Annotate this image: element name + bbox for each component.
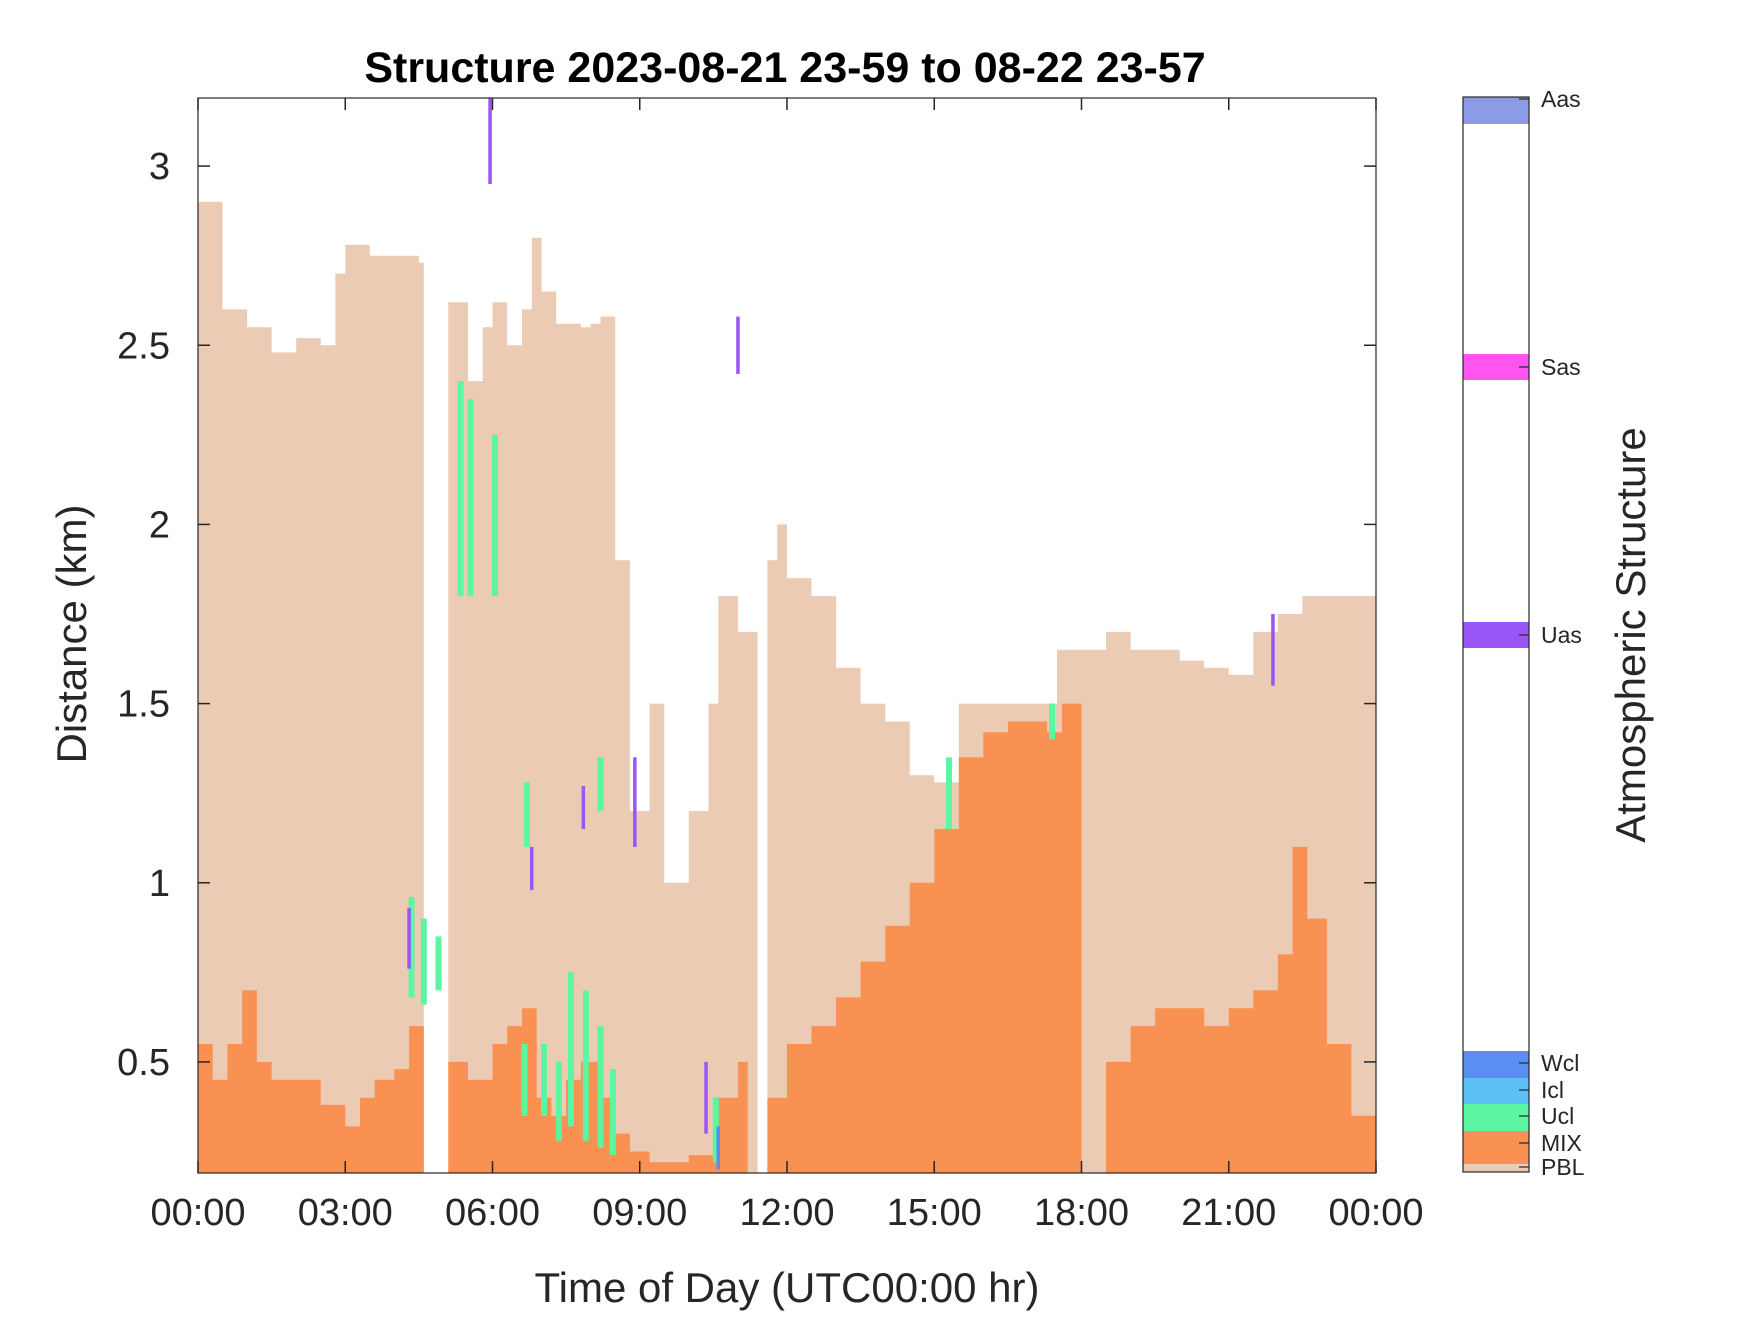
colorbar-title: Atmospheric Structure — [1607, 427, 1654, 843]
colorbar-swatch-uas — [1463, 622, 1529, 648]
colorbar-label-sas: Sas — [1541, 354, 1581, 380]
series-ucl-segment-16 — [946, 757, 952, 829]
series-mix-area — [198, 703, 1376, 1173]
y-tick-label-0: 0.5 — [117, 1042, 170, 1084]
series-uas-segment-3 — [581, 786, 586, 829]
series-ucl-segment-7 — [541, 1044, 547, 1116]
x-tick-label-2: 06:00 — [445, 1192, 540, 1234]
colorbar-label-pbl: PBL — [1541, 1154, 1585, 1180]
series-ucl-segment-15 — [712, 1097, 719, 1163]
series-uas-segment-0 — [488, 98, 492, 184]
series-ucl-segment-10 — [582, 990, 589, 1141]
x-tick-label-8: 00:00 — [1328, 1192, 1423, 1234]
series-ucl-segment-11 — [597, 1026, 604, 1148]
series-ucl-segment-12 — [609, 1069, 616, 1156]
x-tick-label-5: 15:00 — [887, 1192, 982, 1234]
series-uas-segment-5 — [704, 1061, 708, 1134]
y-tick-label-1: 1 — [149, 863, 170, 905]
x-tick-label-0: 00:00 — [150, 1192, 245, 1234]
plot-area — [198, 98, 1376, 1173]
series-uas-segment-2 — [530, 846, 534, 890]
y-tick-label-5: 3 — [149, 146, 170, 188]
chart-title: Structure 2023-08-21 23-59 to 08-22 23-5… — [364, 44, 1205, 92]
colorbar-frame — [1462, 96, 1530, 1173]
colorbar-swatch-mix — [1463, 1131, 1529, 1164]
axes: 00:00 03:00 06:00 09:00 12:00 15:00 18:00 21:00… — [117, 97, 1424, 1234]
series-ucl-segment-6 — [521, 1044, 528, 1116]
colorbar-swatch-wcl — [1463, 1051, 1529, 1078]
series-uas-segment-4 — [633, 757, 637, 847]
colorbar-label-aas: Aas — [1541, 86, 1581, 112]
series-wcl-segment-0 — [716, 1126, 720, 1170]
x-tick-label-7: 21:00 — [1181, 1192, 1276, 1234]
colorbar-label-ucl: Ucl — [1541, 1103, 1574, 1129]
series-ucl-segment-1 — [467, 399, 474, 597]
x-tick-label-4: 12:00 — [739, 1192, 834, 1234]
colorbar-swatch-ucl — [1463, 1104, 1529, 1131]
series-ucl-segment-2 — [492, 434, 498, 596]
series-ucl-segment-3 — [408, 897, 415, 998]
series-ucl-segment-0 — [457, 381, 464, 597]
series-layer — [198, 98, 1376, 1173]
x-tick-label-6: 18:00 — [1034, 1192, 1129, 1234]
series-uas-segment-1 — [407, 907, 411, 969]
y-tick-label-4: 2.5 — [117, 325, 170, 367]
x-tick-label-3: 09:00 — [592, 1192, 687, 1234]
series-ucl-segment-17 — [1049, 703, 1055, 740]
series-ucl-segment-13 — [523, 782, 530, 847]
y-tick-label-2: 1.5 — [117, 684, 170, 726]
series-ucl-segment-14 — [597, 757, 604, 812]
series-ucl-segment-4 — [420, 918, 427, 1005]
colorbar-label-wcl: Wcl — [1541, 1050, 1579, 1076]
colorbar-swatch-sas — [1463, 354, 1529, 380]
x-tick-label-1: 03:00 — [298, 1192, 393, 1234]
y-axis-label: Distance (km) — [48, 504, 95, 763]
colorbar-swatch-pbl — [1463, 1164, 1529, 1172]
x-axis-label: Time of Day (UTC00:00 hr) — [535, 1264, 1040, 1311]
series-uas-segment-7 — [1271, 614, 1275, 686]
colorbar-label-icl: Icl — [1541, 1077, 1564, 1103]
series-ucl-segment-9 — [568, 972, 574, 1127]
colorbar-label-uas: Uas — [1541, 622, 1582, 648]
y-tick-label-3: 2 — [149, 504, 170, 546]
colorbar-swatch-aas — [1463, 97, 1529, 124]
colorbar-label-mix: MIX — [1541, 1130, 1582, 1156]
series-uas-segment-6 — [736, 316, 740, 374]
series-ucl-segment-8 — [555, 1061, 562, 1141]
colorbar-swatch-icl — [1463, 1078, 1529, 1104]
series-ucl-segment-5 — [435, 936, 442, 991]
